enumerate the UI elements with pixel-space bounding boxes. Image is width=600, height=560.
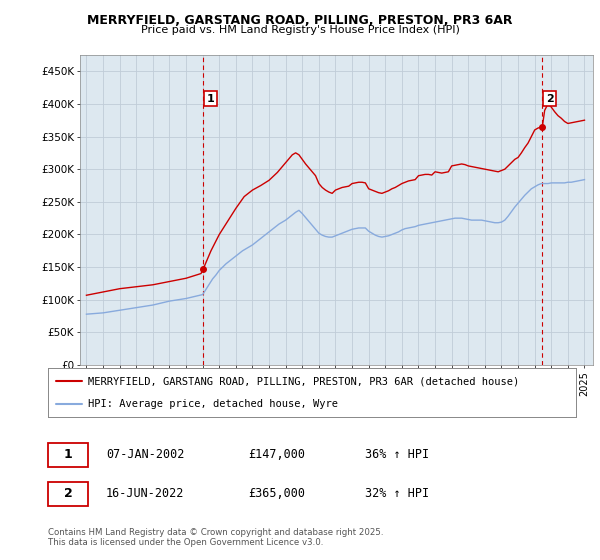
Text: MERRYFIELD, GARSTANG ROAD, PILLING, PRESTON, PR3 6AR: MERRYFIELD, GARSTANG ROAD, PILLING, PRES…: [87, 14, 513, 27]
Text: 2: 2: [545, 94, 553, 104]
Text: 32% ↑ HPI: 32% ↑ HPI: [365, 487, 429, 501]
Text: Contains HM Land Registry data © Crown copyright and database right 2025.
This d: Contains HM Land Registry data © Crown c…: [48, 528, 383, 547]
Text: Price paid vs. HM Land Registry's House Price Index (HPI): Price paid vs. HM Land Registry's House …: [140, 25, 460, 35]
Text: 07-JAN-2002: 07-JAN-2002: [106, 448, 184, 461]
FancyBboxPatch shape: [48, 482, 88, 506]
Text: £147,000: £147,000: [248, 448, 305, 461]
Text: 1: 1: [206, 94, 214, 104]
Text: MERRYFIELD, GARSTANG ROAD, PILLING, PRESTON, PR3 6AR (detached house): MERRYFIELD, GARSTANG ROAD, PILLING, PRES…: [88, 376, 519, 386]
Text: 36% ↑ HPI: 36% ↑ HPI: [365, 448, 429, 461]
FancyBboxPatch shape: [48, 444, 88, 467]
Text: HPI: Average price, detached house, Wyre: HPI: Average price, detached house, Wyre: [88, 399, 338, 409]
Text: £365,000: £365,000: [248, 487, 305, 501]
Text: 1: 1: [64, 448, 73, 461]
Text: 2: 2: [64, 487, 73, 501]
Text: 16-JUN-2022: 16-JUN-2022: [106, 487, 184, 501]
